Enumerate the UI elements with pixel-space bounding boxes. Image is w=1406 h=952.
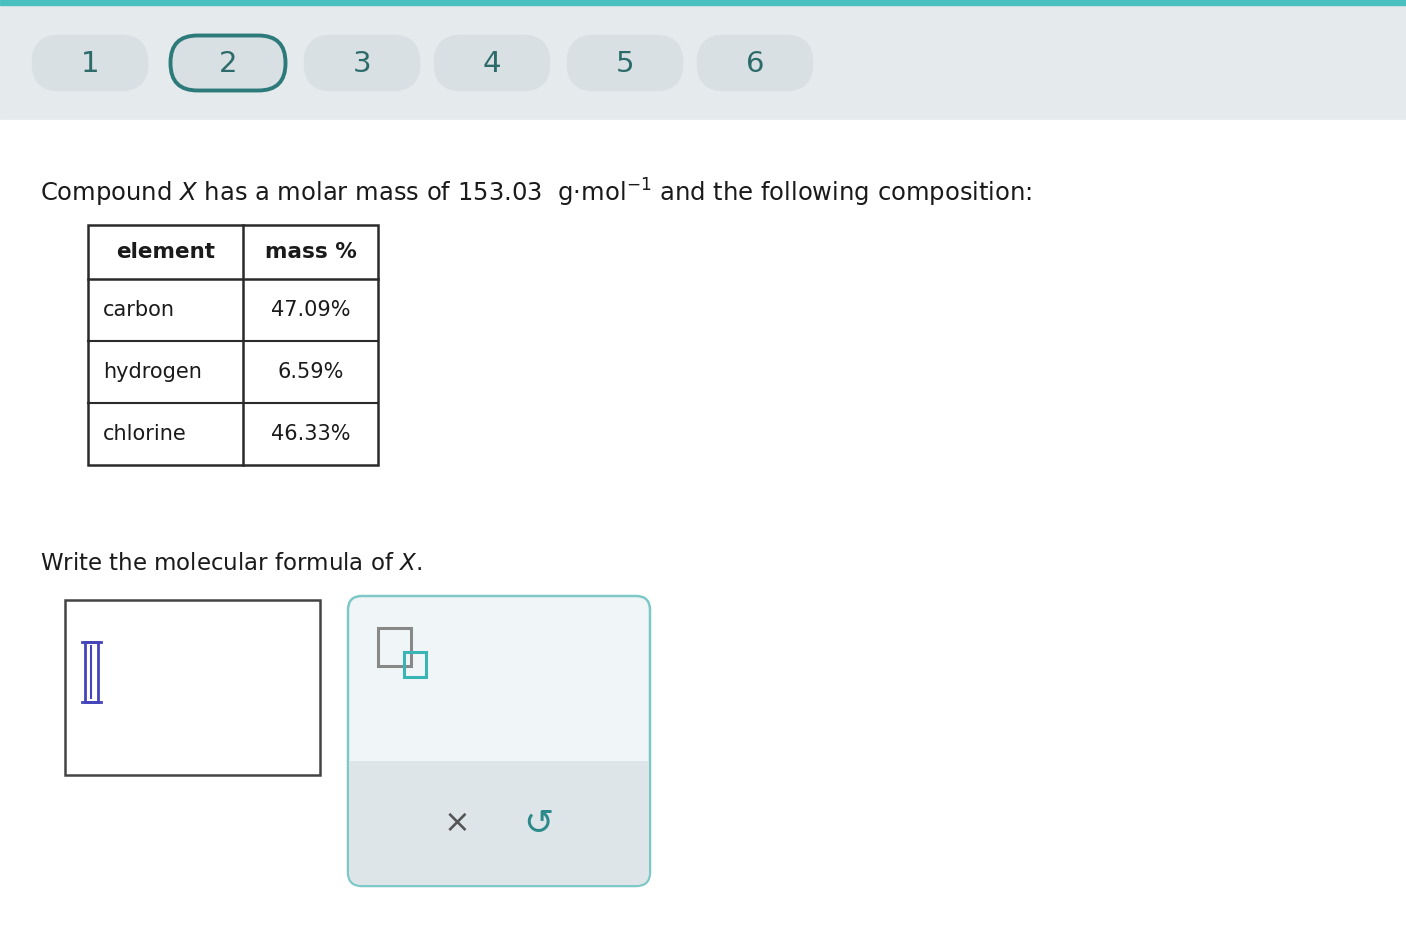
Text: 2: 2 <box>219 50 238 78</box>
Text: 46.33%: 46.33% <box>271 424 350 444</box>
Bar <box>89 225 378 465</box>
Text: 6.59%: 6.59% <box>277 362 343 382</box>
Bar <box>349 761 650 775</box>
Text: 3: 3 <box>353 50 371 78</box>
Text: mass %: mass % <box>264 242 356 262</box>
FancyBboxPatch shape <box>349 596 650 886</box>
Bar <box>65 600 321 775</box>
FancyBboxPatch shape <box>568 35 682 90</box>
Text: 5: 5 <box>616 50 634 78</box>
Text: ↺: ↺ <box>523 806 554 841</box>
Text: 1: 1 <box>80 50 100 78</box>
Text: chlorine: chlorine <box>103 424 187 444</box>
Bar <box>84 642 97 702</box>
FancyBboxPatch shape <box>434 35 550 90</box>
FancyBboxPatch shape <box>697 35 813 90</box>
Bar <box>0 5 1406 120</box>
Text: 6: 6 <box>745 50 765 78</box>
Text: 4: 4 <box>482 50 502 78</box>
FancyBboxPatch shape <box>349 761 650 885</box>
Bar <box>0 0 1406 5</box>
FancyBboxPatch shape <box>170 35 285 90</box>
Text: 47.09%: 47.09% <box>271 300 350 320</box>
Text: Compound $\mathit{X}$ has a molar mass of 153.03  g$\cdot$mol$^{-1}$ and the fol: Compound $\mathit{X}$ has a molar mass o… <box>39 177 1032 209</box>
Text: Write the molecular formula of $\mathit{X}$.: Write the molecular formula of $\mathit{… <box>39 551 422 574</box>
Bar <box>378 628 411 666</box>
FancyBboxPatch shape <box>32 35 148 90</box>
Text: hydrogen: hydrogen <box>103 362 202 382</box>
FancyBboxPatch shape <box>305 35 419 90</box>
Text: carbon: carbon <box>103 300 174 320</box>
Bar <box>404 652 426 677</box>
Bar <box>0 120 1406 952</box>
Text: element: element <box>117 242 215 262</box>
Text: ×: × <box>443 808 470 839</box>
